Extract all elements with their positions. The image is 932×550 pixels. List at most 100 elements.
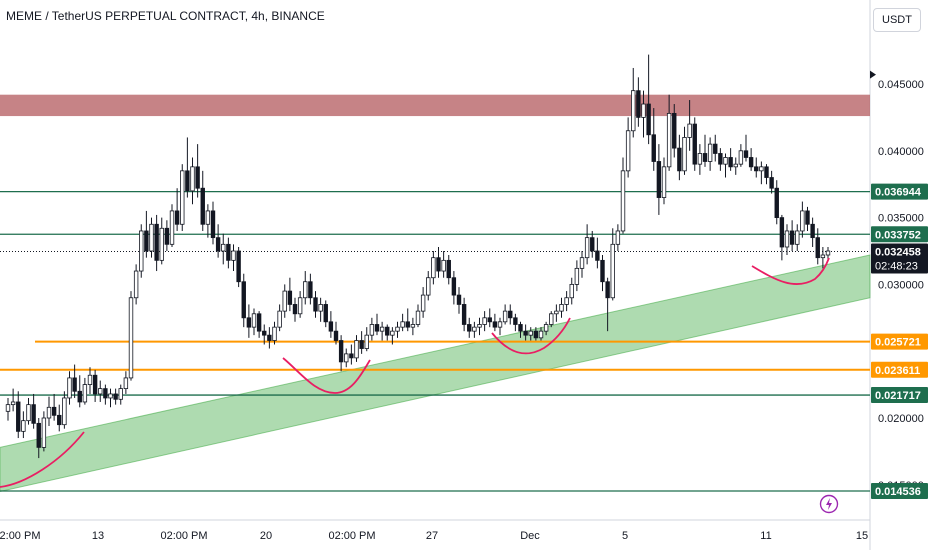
candle <box>354 340 359 359</box>
candle <box>461 304 467 325</box>
candle <box>123 377 129 390</box>
currency-button[interactable]: USDT <box>873 8 921 32</box>
candle <box>98 388 103 395</box>
candle <box>82 384 88 403</box>
trend-channel[interactable] <box>0 254 871 492</box>
candle <box>318 304 323 312</box>
candle <box>538 330 544 339</box>
price-label-0.023611 <box>871 361 928 378</box>
x-tick-label: Dec <box>520 530 540 542</box>
chart-title: MEME / TetherUS PERPETUAL CONTRACT, 4h, … <box>6 9 325 23</box>
candle <box>610 243 615 299</box>
candle <box>518 324 523 332</box>
candle <box>51 406 57 416</box>
price-label-0.025721 <box>871 333 928 350</box>
candle <box>359 340 364 349</box>
candle <box>108 393 113 399</box>
candle <box>267 334 272 341</box>
candle <box>584 237 590 259</box>
candle <box>728 157 733 168</box>
candle <box>215 237 221 252</box>
candle <box>508 310 513 319</box>
x-tick-label: 5 <box>622 530 628 542</box>
candle <box>46 406 52 419</box>
candle <box>723 157 728 165</box>
curve-annotation-2[interactable] <box>282 357 371 394</box>
candle <box>707 143 713 162</box>
candle <box>405 321 410 328</box>
candle <box>625 130 631 172</box>
candle <box>277 310 282 328</box>
candle <box>369 324 375 336</box>
curve-annotation-3[interactable] <box>491 317 571 355</box>
candle <box>77 390 82 403</box>
candle <box>641 103 646 118</box>
candle <box>528 330 533 336</box>
candle <box>420 294 426 312</box>
candle <box>169 210 175 245</box>
candle <box>113 393 118 400</box>
candle <box>825 250 831 256</box>
candle <box>549 313 554 325</box>
candle <box>672 112 677 149</box>
candle <box>564 297 569 305</box>
candle <box>682 137 687 172</box>
candle <box>784 230 790 248</box>
candle <box>533 330 539 339</box>
candle <box>615 230 621 245</box>
candle <box>795 230 800 245</box>
price-label-text: 0.036944 <box>875 187 922 199</box>
price-label-text: 0.033752 <box>875 229 921 241</box>
x-tick-label: 15 <box>856 530 868 542</box>
curve-annotation-4[interactable] <box>751 257 830 285</box>
candle <box>656 161 662 198</box>
candle <box>241 281 246 319</box>
curve-annotation-1[interactable] <box>0 431 85 488</box>
candle <box>226 243 231 261</box>
candle <box>759 166 764 172</box>
candle <box>159 227 164 261</box>
price-label-text: 0.025721 <box>875 337 921 349</box>
candle <box>200 187 205 225</box>
candle <box>379 326 385 332</box>
candle <box>385 326 390 336</box>
candle <box>251 313 257 328</box>
x-tick-label: 2:00 PM <box>0 530 40 542</box>
candle <box>410 324 416 328</box>
candle <box>139 230 144 272</box>
candle <box>477 324 482 328</box>
candle <box>590 237 595 252</box>
price-label-text: 0.014536 <box>875 486 921 498</box>
candle <box>36 422 41 448</box>
candle <box>349 353 354 359</box>
candle <box>436 257 441 272</box>
candle <box>800 210 805 232</box>
lightning-bolt-icon <box>826 498 832 510</box>
candle <box>779 217 785 248</box>
current-price-label <box>871 243 928 274</box>
candle <box>282 290 287 312</box>
candle <box>57 414 62 426</box>
candle <box>446 259 451 279</box>
candle <box>144 230 149 252</box>
candle <box>738 150 744 165</box>
candle <box>595 250 600 261</box>
candle <box>287 290 293 305</box>
candle <box>400 321 405 328</box>
candle <box>764 166 769 178</box>
x-tick-label: 27 <box>426 530 438 542</box>
candle <box>16 401 21 432</box>
candle <box>205 210 211 225</box>
candle <box>666 112 672 168</box>
resistance-zone[interactable] <box>0 94 870 117</box>
candle <box>303 281 308 299</box>
candle <box>231 250 236 261</box>
candle <box>574 267 580 285</box>
candle <box>605 281 610 299</box>
price-label-0.036944 <box>871 183 928 200</box>
candle <box>236 250 241 283</box>
candle <box>482 317 487 325</box>
candle <box>502 310 508 323</box>
